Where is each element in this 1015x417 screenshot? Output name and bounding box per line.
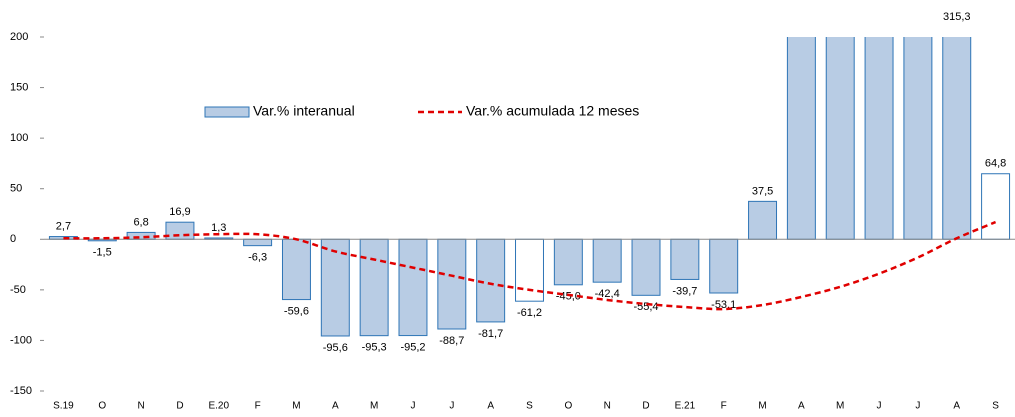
x-tick-label: S: [992, 401, 999, 412]
x-tick-label: A: [798, 401, 805, 412]
line: [63, 220, 997, 311]
y-tick-label: -50: [10, 284, 26, 296]
x-tick-label: E.21: [675, 401, 696, 412]
x-tick-label: N: [604, 401, 611, 412]
bar: [670, 238, 700, 280]
bar: [165, 221, 195, 240]
x-tick-label: M: [292, 401, 300, 412]
bar: [592, 238, 622, 283]
data-label: -59,6: [284, 305, 309, 317]
data-label: 315,3: [943, 11, 971, 23]
x-tick-label: E.20: [208, 401, 229, 412]
data-label: -95,2: [400, 341, 425, 353]
bar: [359, 238, 389, 337]
bar: [243, 238, 273, 247]
x-tick-label: F: [255, 401, 261, 412]
data-label: -95,6: [323, 342, 348, 354]
bar: [709, 238, 739, 294]
data-label: -53,1: [711, 299, 736, 311]
x-tick-label: A: [487, 401, 494, 412]
x-tick-label: D: [176, 401, 183, 412]
x-tick-label: N: [137, 401, 144, 412]
data-label: 6,8: [133, 216, 148, 228]
data-label: -88,7: [439, 335, 464, 347]
data-label: -39,7: [672, 285, 697, 297]
y-tick-label: -150: [10, 385, 32, 397]
bar: [398, 238, 428, 337]
x-tick-label: S: [526, 401, 533, 412]
y-tick-label: 150: [10, 81, 28, 93]
x-tick-label: S.19: [53, 401, 74, 412]
x-tick-label: F: [721, 401, 727, 412]
x-tick-label: M: [758, 401, 766, 412]
x-tick-label: J: [915, 401, 920, 412]
data-label: -61,2: [517, 307, 542, 319]
x-tick-label: M: [836, 401, 844, 412]
data-label: 1,3: [211, 222, 226, 234]
bar: [553, 238, 583, 286]
legend-label: Var.% acumulada 12 meses: [466, 103, 639, 119]
x-tick-label: O: [98, 401, 106, 412]
bar: [825, 37, 855, 240]
x-tick-label: J: [877, 401, 882, 412]
y-tick-label: 0: [10, 233, 16, 245]
x-tick-label: M: [370, 401, 378, 412]
x-tick-label: A: [332, 401, 339, 412]
data-label: -81,7: [478, 328, 503, 340]
data-label: -6,3: [248, 252, 267, 264]
data-label: 2,7: [56, 220, 71, 232]
bar: [126, 231, 156, 240]
bar: [786, 37, 816, 240]
data-label: -95,3: [362, 342, 387, 354]
bar: [631, 238, 661, 296]
bar: [864, 37, 894, 240]
bar: [942, 37, 972, 240]
y-tick-label: -100: [10, 334, 32, 346]
data-label: -42,4: [595, 288, 620, 300]
data-label: 37,5: [752, 185, 773, 197]
data-label: -1,5: [93, 247, 112, 259]
bar: [903, 37, 933, 240]
bar: [281, 238, 311, 301]
data-label: 16,9: [169, 206, 190, 218]
bar: [981, 173, 1011, 240]
bar: [320, 238, 350, 337]
legend-label: Var.% interanual: [253, 103, 355, 119]
y-tick-label: 50: [10, 183, 22, 195]
x-tick-label: D: [642, 401, 649, 412]
data-label: 64,8: [985, 158, 1006, 170]
x-tick-label: O: [564, 401, 572, 412]
x-tick-label: J: [410, 401, 415, 412]
bar: [748, 200, 778, 240]
x-tick-label: J: [449, 401, 454, 412]
x-tick-label: A: [953, 401, 960, 412]
bar: [476, 238, 506, 323]
legend-swatch: [204, 106, 250, 118]
y-tick-label: 200: [10, 31, 28, 43]
y-tick-label: 100: [10, 132, 28, 144]
bar: [437, 238, 467, 330]
